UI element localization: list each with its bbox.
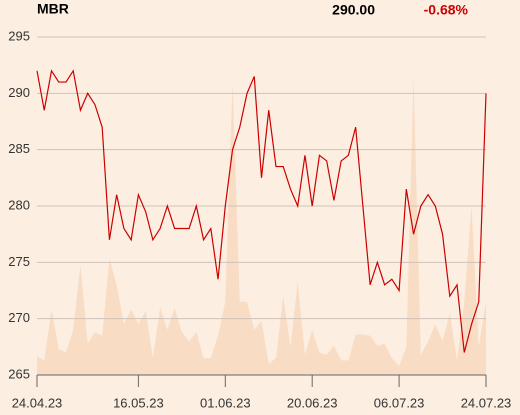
y-tick-label: 295 xyxy=(8,28,30,43)
y-tick-label: 280 xyxy=(8,197,30,212)
change: -0.68% xyxy=(424,2,469,18)
y-tick-label: 285 xyxy=(8,141,30,156)
y-tick-label: 270 xyxy=(8,310,30,325)
x-tick-label: 06.07.23 xyxy=(374,395,425,410)
x-tick-label: 24.04.23 xyxy=(12,395,63,410)
price: 290.00 xyxy=(332,2,375,18)
volume-area xyxy=(37,76,486,375)
y-tick-label: 290 xyxy=(8,85,30,100)
price-line xyxy=(36,69,487,353)
x-tick-label: 16.05.23 xyxy=(113,395,164,410)
x-tick-label: 24.07.23 xyxy=(461,395,512,410)
y-tick-label: 265 xyxy=(8,366,30,381)
x-tick-label: 20.06.23 xyxy=(287,395,338,410)
ticker: MBR xyxy=(37,1,69,17)
x-tick-label: 01.06.23 xyxy=(200,395,251,410)
y-tick-label: 275 xyxy=(8,254,30,269)
